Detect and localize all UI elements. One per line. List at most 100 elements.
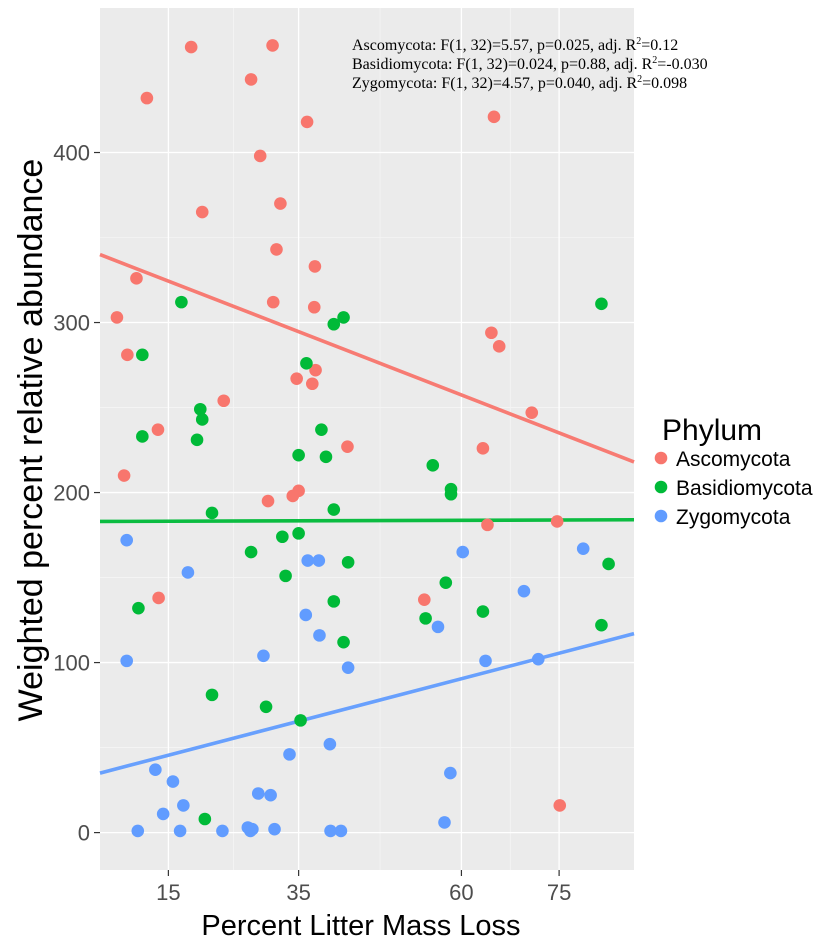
point-ascomycota: [290, 372, 303, 385]
regression-line-basidiomycota: [99, 517, 635, 524]
point-basidiomycota: [426, 459, 440, 472]
legend-key-zygomycota: [654, 509, 668, 523]
point-basidiomycota: [244, 545, 258, 559]
point-zygomycota: [456, 545, 470, 559]
point-zygomycota: [181, 566, 195, 579]
point-zygomycota: [323, 737, 337, 751]
point-basidiomycota: [292, 527, 305, 540]
legend-label-zygomycota: Zygomycota: [676, 506, 791, 529]
point-ascomycota: [307, 300, 321, 314]
point-zygomycota: [301, 554, 315, 567]
point-basidiomycota: [193, 402, 207, 416]
x-tick-label: 15: [156, 880, 180, 905]
point-basidiomycota: [205, 506, 219, 520]
point-zygomycota: [531, 652, 545, 666]
point-ascomycota: [309, 363, 322, 377]
point-ascomycota: [286, 489, 300, 503]
y-axis: 0 100 200 300 400: [53, 141, 100, 846]
point-basidiomycota: [439, 576, 453, 589]
point-zygomycota: [216, 824, 229, 838]
y-tick-label: 0: [78, 821, 90, 846]
point-basidiomycota: [190, 433, 204, 447]
point-basidiomycota: [175, 295, 188, 309]
point-basidiomycota: [136, 348, 149, 362]
point-zygomycota: [299, 608, 313, 622]
statistics-annotations: Ascomycota: F(1, 32)=5.57, p=0.025, adj.…: [352, 36, 708, 92]
point-ascomycota: [525, 406, 539, 419]
point-zygomycota: [324, 824, 337, 838]
stat-annotation: Ascomycota: F(1, 32)=5.57, p=0.025, adj.…: [352, 36, 678, 54]
point-ascomycota: [341, 440, 354, 453]
point-basidiomycota: [136, 430, 149, 443]
point-ascomycota: [476, 442, 490, 455]
point-basidiomycota: [419, 612, 432, 625]
point-ascomycota: [481, 518, 494, 532]
stat-annotation: Zygomycota: F(1, 32)=4.57, p=0.040, adj.…: [352, 74, 687, 92]
point-basidiomycota: [198, 812, 212, 826]
point-zygomycota: [264, 788, 277, 802]
legend: Phylum Ascomycota Basidiomycota Zygomycota: [654, 414, 813, 529]
legend-label-basidiomycota: Basidiomycota: [676, 477, 813, 500]
point-basidiomycota: [205, 688, 219, 702]
point-basidiomycota: [476, 605, 490, 618]
point-ascomycota: [485, 326, 498, 340]
point-zygomycota: [268, 822, 281, 836]
point-basidiomycota: [337, 311, 350, 324]
point-basidiomycota: [444, 487, 458, 501]
point-basidiomycota: [315, 423, 328, 436]
point-basidiomycota: [595, 297, 608, 311]
plot-panel: [100, 8, 634, 870]
x-axis: 15 35 60 75: [156, 870, 571, 905]
point-basidiomycota: [292, 448, 305, 462]
point-ascomycota: [121, 348, 134, 362]
point-ascomycota: [117, 469, 131, 482]
point-zygomycota: [131, 824, 145, 838]
point-zygomycota: [431, 620, 445, 634]
x-axis-title: Percent Litter Mass Loss: [201, 910, 520, 940]
point-zygomycota: [120, 533, 133, 547]
y-tick-label: 200: [53, 481, 90, 506]
point-basidiomycota: [327, 317, 341, 331]
point-basidiomycota: [279, 569, 292, 583]
y-tick-label: 300: [53, 311, 90, 336]
point-ascomycota: [270, 243, 283, 256]
point-basidiomycota: [195, 413, 209, 426]
legend-key-basidiomycota: [654, 480, 668, 494]
regression-line-ascomycota: [99, 252, 635, 464]
point-basidiomycota: [132, 601, 145, 615]
point-ascomycota: [195, 205, 209, 219]
point-zygomycota: [313, 629, 326, 642]
point-ascomycota: [110, 311, 124, 324]
point-zygomycota: [576, 542, 590, 555]
point-ascomycota: [266, 295, 280, 309]
point-zygomycota: [438, 816, 451, 829]
point-basidiomycota: [337, 635, 350, 649]
point-ascomycota: [305, 377, 319, 391]
point-zygomycota: [283, 748, 296, 761]
point-ascomycota: [492, 340, 506, 353]
point-zygomycota: [251, 787, 265, 800]
point-zygomycota: [149, 763, 162, 776]
point-zygomycota: [120, 654, 133, 668]
y-tick-label: 100: [53, 651, 90, 676]
stat-annotation: Basidiomycota: F(1, 32)=0.024, p=0.88, a…: [352, 55, 708, 73]
x-tick-label: 75: [547, 880, 571, 905]
point-basidiomycota: [602, 557, 615, 571]
point-zygomycota: [312, 554, 326, 567]
point-ascomycota: [130, 272, 143, 285]
point-ascomycota: [244, 73, 258, 86]
point-basidiomycota: [259, 700, 273, 714]
point-ascomycota: [274, 197, 287, 210]
point-basidiomycota: [294, 714, 307, 727]
point-zygomycota: [334, 824, 348, 838]
point-zygomycota: [257, 649, 270, 663]
legend-key-ascomycota: [654, 451, 668, 465]
point-ascomycota: [553, 799, 567, 812]
point-zygomycota: [517, 584, 531, 598]
point-ascomycota: [217, 394, 231, 408]
x-tick-label: 35: [286, 880, 310, 905]
legend-title: Phylum: [662, 414, 762, 447]
point-zygomycota: [246, 822, 259, 836]
regression-lines: [99, 252, 635, 775]
